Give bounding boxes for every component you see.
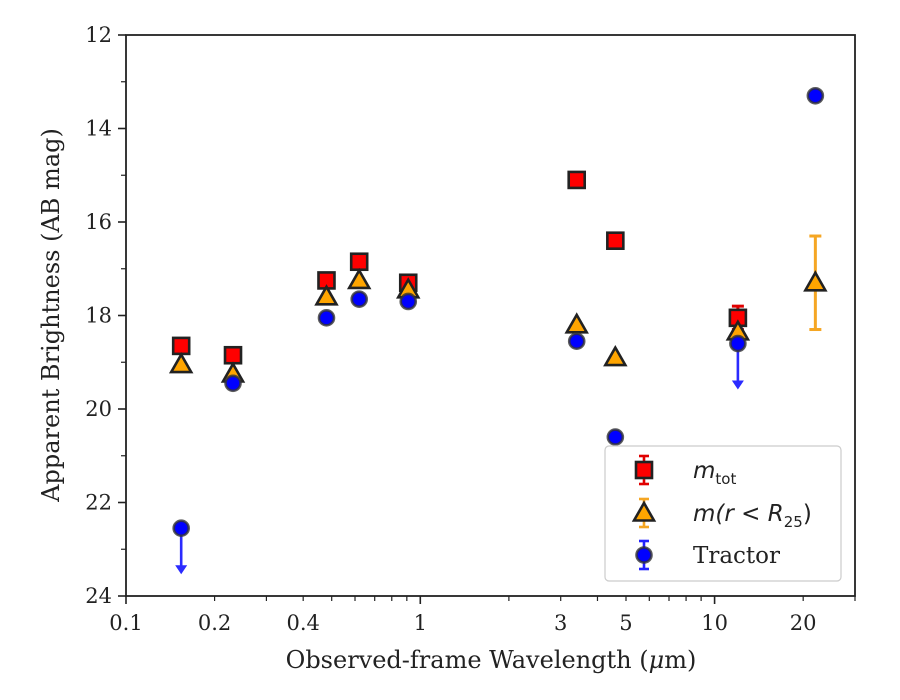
legend: mtot m(r < R25) Tractor [604,445,842,582]
y-tick-label: 22 [85,491,112,515]
legend-label-1: mtot [693,458,736,488]
x-tick-label: 10 [701,611,728,635]
point-triangle [803,270,828,292]
legend-label-3: Tractor [693,543,780,569]
legend-marker-triangle [631,500,657,522]
point-square [567,170,587,190]
x-tick-label: 5 [619,611,632,635]
point-triangle [346,267,372,290]
point-circle [606,428,625,446]
y-axis-label: Apparent Brightness (AB mag) [37,128,65,503]
x-tick-label: 0.4 [286,611,319,635]
x-tick-label: 20 [790,611,817,635]
point-circle [399,292,418,311]
point-circle [806,86,825,105]
point-triangle [603,344,628,367]
point-circle [729,334,747,353]
y-tick-label: 24 [85,584,112,608]
x-tick-label: 1 [414,611,427,635]
point-circle [172,519,190,538]
x-tick-label: 0.2 [198,611,231,635]
point-square [223,345,243,365]
point-square [349,252,369,272]
point-square [171,336,191,356]
legend-marker-square [634,460,654,480]
y-tick-label: 20 [85,397,112,421]
point-triangle [168,351,194,374]
x-axis-label: Observed-frame Wavelength (μm) [286,646,697,674]
y-tick-label: 18 [85,304,112,328]
x-tick-label: 0.1 [109,611,142,635]
upper-limit-arrowhead [731,380,744,390]
tick-labels: 0.1 0.2 0.4 1 3 5 10 20 12 14 16 18 20 22 24 [85,23,816,635]
data-markers [168,86,828,538]
point-circle [350,290,368,308]
y-tick-label: 16 [85,210,112,234]
point-triangle [314,284,339,306]
point-circle [224,374,242,393]
point-circle [317,309,336,327]
legend-box [604,445,842,582]
point-triangle [564,312,589,334]
legend-marker-circle [635,546,653,564]
upper-limit-arrowhead [175,565,188,575]
point-circle [567,332,586,351]
y-tick-label: 14 [85,117,112,141]
point-square [606,231,625,250]
x-tick-label: 3 [554,611,567,635]
legend-label-2: m(r < R25) [693,501,812,531]
plot-frame [125,34,856,597]
y-tick-label: 12 [85,23,112,47]
